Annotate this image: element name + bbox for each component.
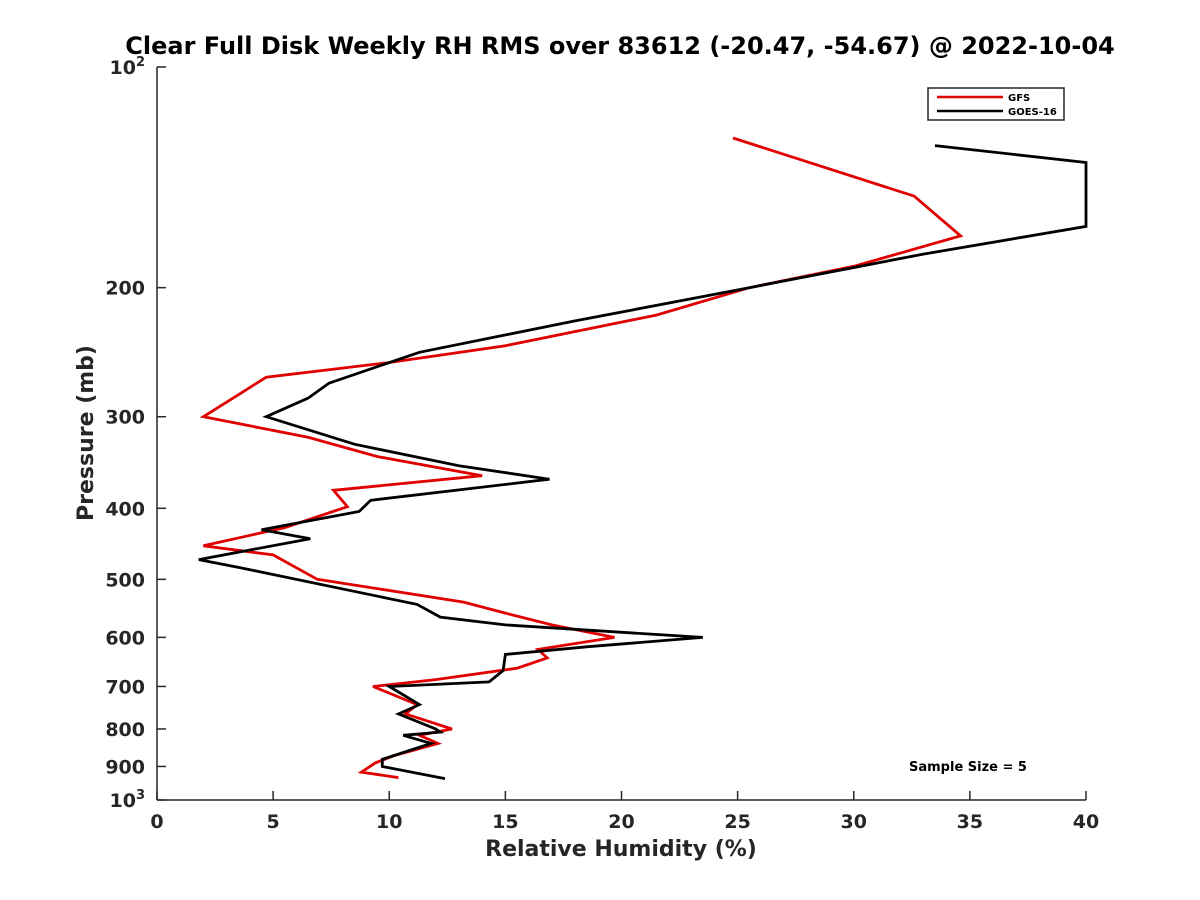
y-tick-base: 10 — [110, 790, 136, 812]
legend: GFS GOES-16 — [927, 87, 1065, 121]
y-tick-base: 10 — [110, 57, 136, 79]
y-tick-label: 900 — [105, 756, 145, 778]
series-lines — [198, 136, 1088, 780]
y-axis-label: Pressure (mb) — [74, 345, 99, 521]
series-line-goes-16 — [198, 144, 1088, 780]
y-tick-label: 800 — [105, 719, 145, 741]
x-tick-label: 40 — [1073, 811, 1099, 833]
legend-label-goes16: GOES-16 — [1008, 107, 1057, 118]
y-tick-label: 400 — [105, 498, 145, 520]
y-tick-label: 600 — [105, 627, 145, 649]
x-tick-label: 10 — [376, 811, 402, 833]
legend-box — [927, 87, 1065, 121]
x-tick-label: 0 — [150, 811, 163, 833]
y-tick-label: 102 — [110, 55, 146, 79]
y-tick-label: 103 — [110, 788, 146, 812]
y-tick-label: 700 — [105, 676, 145, 698]
series-line-gfs — [199, 136, 964, 779]
x-tick-label: 30 — [841, 811, 867, 833]
x-tick-label: 25 — [724, 811, 750, 833]
x-ticks: 0 5 10 15 20 25 30 35 40 — [150, 791, 1099, 833]
y-tick-exponent: 3 — [136, 788, 145, 803]
chart-title: Clear Full Disk Weekly RH RMS over 83612… — [125, 32, 1114, 60]
x-tick-label: 20 — [608, 811, 634, 833]
plot-area: 0 5 10 15 20 25 30 35 40 10220030040050060070080… — [105, 55, 1099, 833]
sample-size-annotation: Sample Size = 5 — [909, 760, 1027, 775]
x-tick-label: 15 — [492, 811, 518, 833]
legend-label-gfs: GFS — [1008, 93, 1030, 104]
x-tick-label: 35 — [957, 811, 983, 833]
y-tick-label: 200 — [105, 278, 145, 300]
y-tick-label: 500 — [105, 569, 145, 591]
y-tick-label: 300 — [105, 407, 145, 429]
y-tick-exponent: 2 — [136, 55, 145, 70]
x-tick-label: 5 — [267, 811, 280, 833]
x-axis-label: Relative Humidity (%) — [485, 837, 757, 862]
